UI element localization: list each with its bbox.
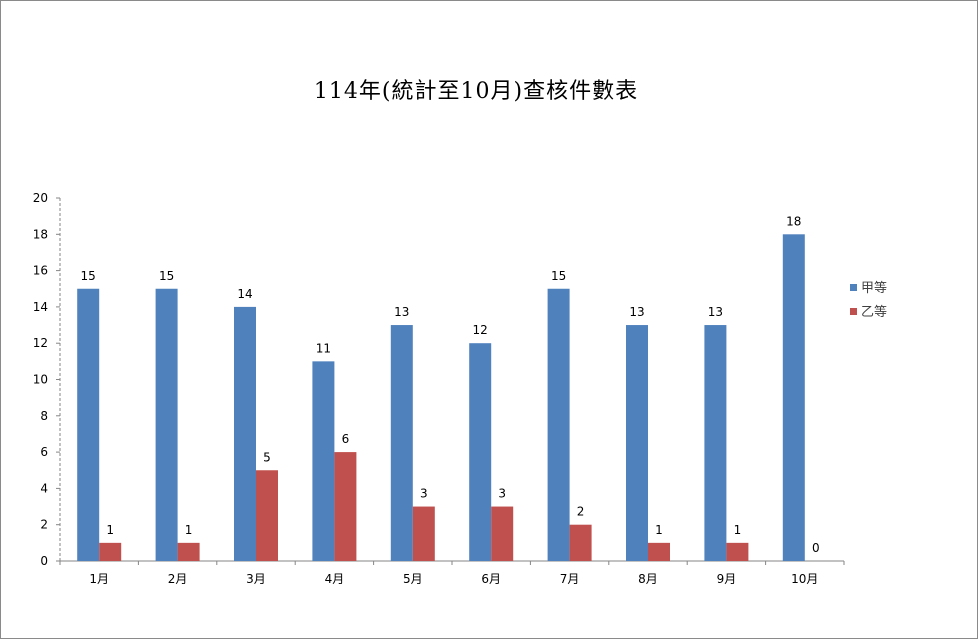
y-tick-label: 2 bbox=[40, 518, 48, 532]
x-tick-label: 4月 bbox=[325, 572, 345, 586]
bar-b bbox=[99, 542, 122, 561]
bar-b bbox=[412, 506, 435, 561]
bar-a bbox=[469, 343, 492, 561]
chart-title: 114年(統計至10月)查核件數表 bbox=[313, 79, 639, 104]
data-label: 13 bbox=[394, 305, 409, 319]
data-label: 12 bbox=[473, 323, 488, 337]
bar-b bbox=[726, 542, 749, 561]
x-tick-label: 9月 bbox=[717, 572, 737, 586]
data-label: 1 bbox=[655, 523, 663, 537]
bar-a bbox=[704, 325, 727, 561]
data-label: 14 bbox=[237, 287, 252, 301]
bar-a bbox=[782, 234, 805, 562]
y-tick-label: 4 bbox=[40, 481, 48, 495]
y-tick-label: 10 bbox=[33, 373, 48, 387]
x-tick-label: 8月 bbox=[638, 572, 658, 586]
data-label: 6 bbox=[342, 432, 350, 446]
data-label: 5 bbox=[263, 450, 271, 464]
bar-a bbox=[77, 288, 100, 561]
legend-label: 甲等 bbox=[861, 280, 887, 296]
bar-b bbox=[648, 542, 670, 561]
x-tick-label: 3月 bbox=[246, 572, 266, 586]
x-tick-label: 2月 bbox=[168, 572, 188, 586]
x-tick-label: 10月 bbox=[791, 572, 818, 586]
bar-a bbox=[547, 288, 570, 561]
data-label: 18 bbox=[786, 214, 801, 228]
bar-b bbox=[177, 542, 200, 561]
y-tick-label: 0 bbox=[40, 554, 48, 568]
data-label: 15 bbox=[159, 269, 174, 283]
y-tick-label: 6 bbox=[40, 445, 48, 459]
y-tick-label: 16 bbox=[33, 264, 48, 278]
legend-swatch bbox=[850, 308, 857, 315]
bar-b bbox=[569, 524, 592, 561]
bar-a bbox=[155, 288, 178, 561]
data-label: 2 bbox=[577, 505, 585, 519]
bar-b bbox=[491, 506, 514, 561]
legend-swatch bbox=[850, 284, 857, 291]
x-tick-label: 1月 bbox=[89, 572, 109, 586]
data-label: 1 bbox=[734, 523, 742, 537]
data-label: 13 bbox=[708, 305, 723, 319]
y-tick-label: 8 bbox=[40, 409, 48, 423]
legend-label: 乙等 bbox=[861, 304, 887, 320]
data-label: 1 bbox=[106, 523, 114, 537]
data-label: 0 bbox=[812, 541, 820, 555]
data-label: 13 bbox=[629, 305, 644, 319]
y-tick-label: 18 bbox=[33, 227, 48, 241]
data-label: 15 bbox=[81, 269, 96, 283]
data-label: 15 bbox=[551, 269, 566, 283]
x-tick-label: 7月 bbox=[560, 572, 580, 586]
data-label: 11 bbox=[316, 341, 331, 355]
data-label: 3 bbox=[498, 487, 506, 501]
bar-b bbox=[334, 452, 357, 561]
y-tick-label: 14 bbox=[33, 300, 48, 314]
data-label: 1 bbox=[185, 523, 193, 537]
x-tick-label: 6月 bbox=[481, 572, 501, 586]
y-tick-label: 12 bbox=[33, 336, 48, 350]
bar-a bbox=[626, 325, 648, 561]
bar-b bbox=[256, 470, 278, 561]
data-label: 3 bbox=[420, 487, 428, 501]
bar-a bbox=[234, 306, 256, 561]
x-tick-label: 5月 bbox=[403, 572, 423, 586]
bar-a bbox=[390, 325, 413, 561]
bar-a bbox=[312, 361, 335, 561]
y-tick-label: 20 bbox=[33, 191, 48, 205]
